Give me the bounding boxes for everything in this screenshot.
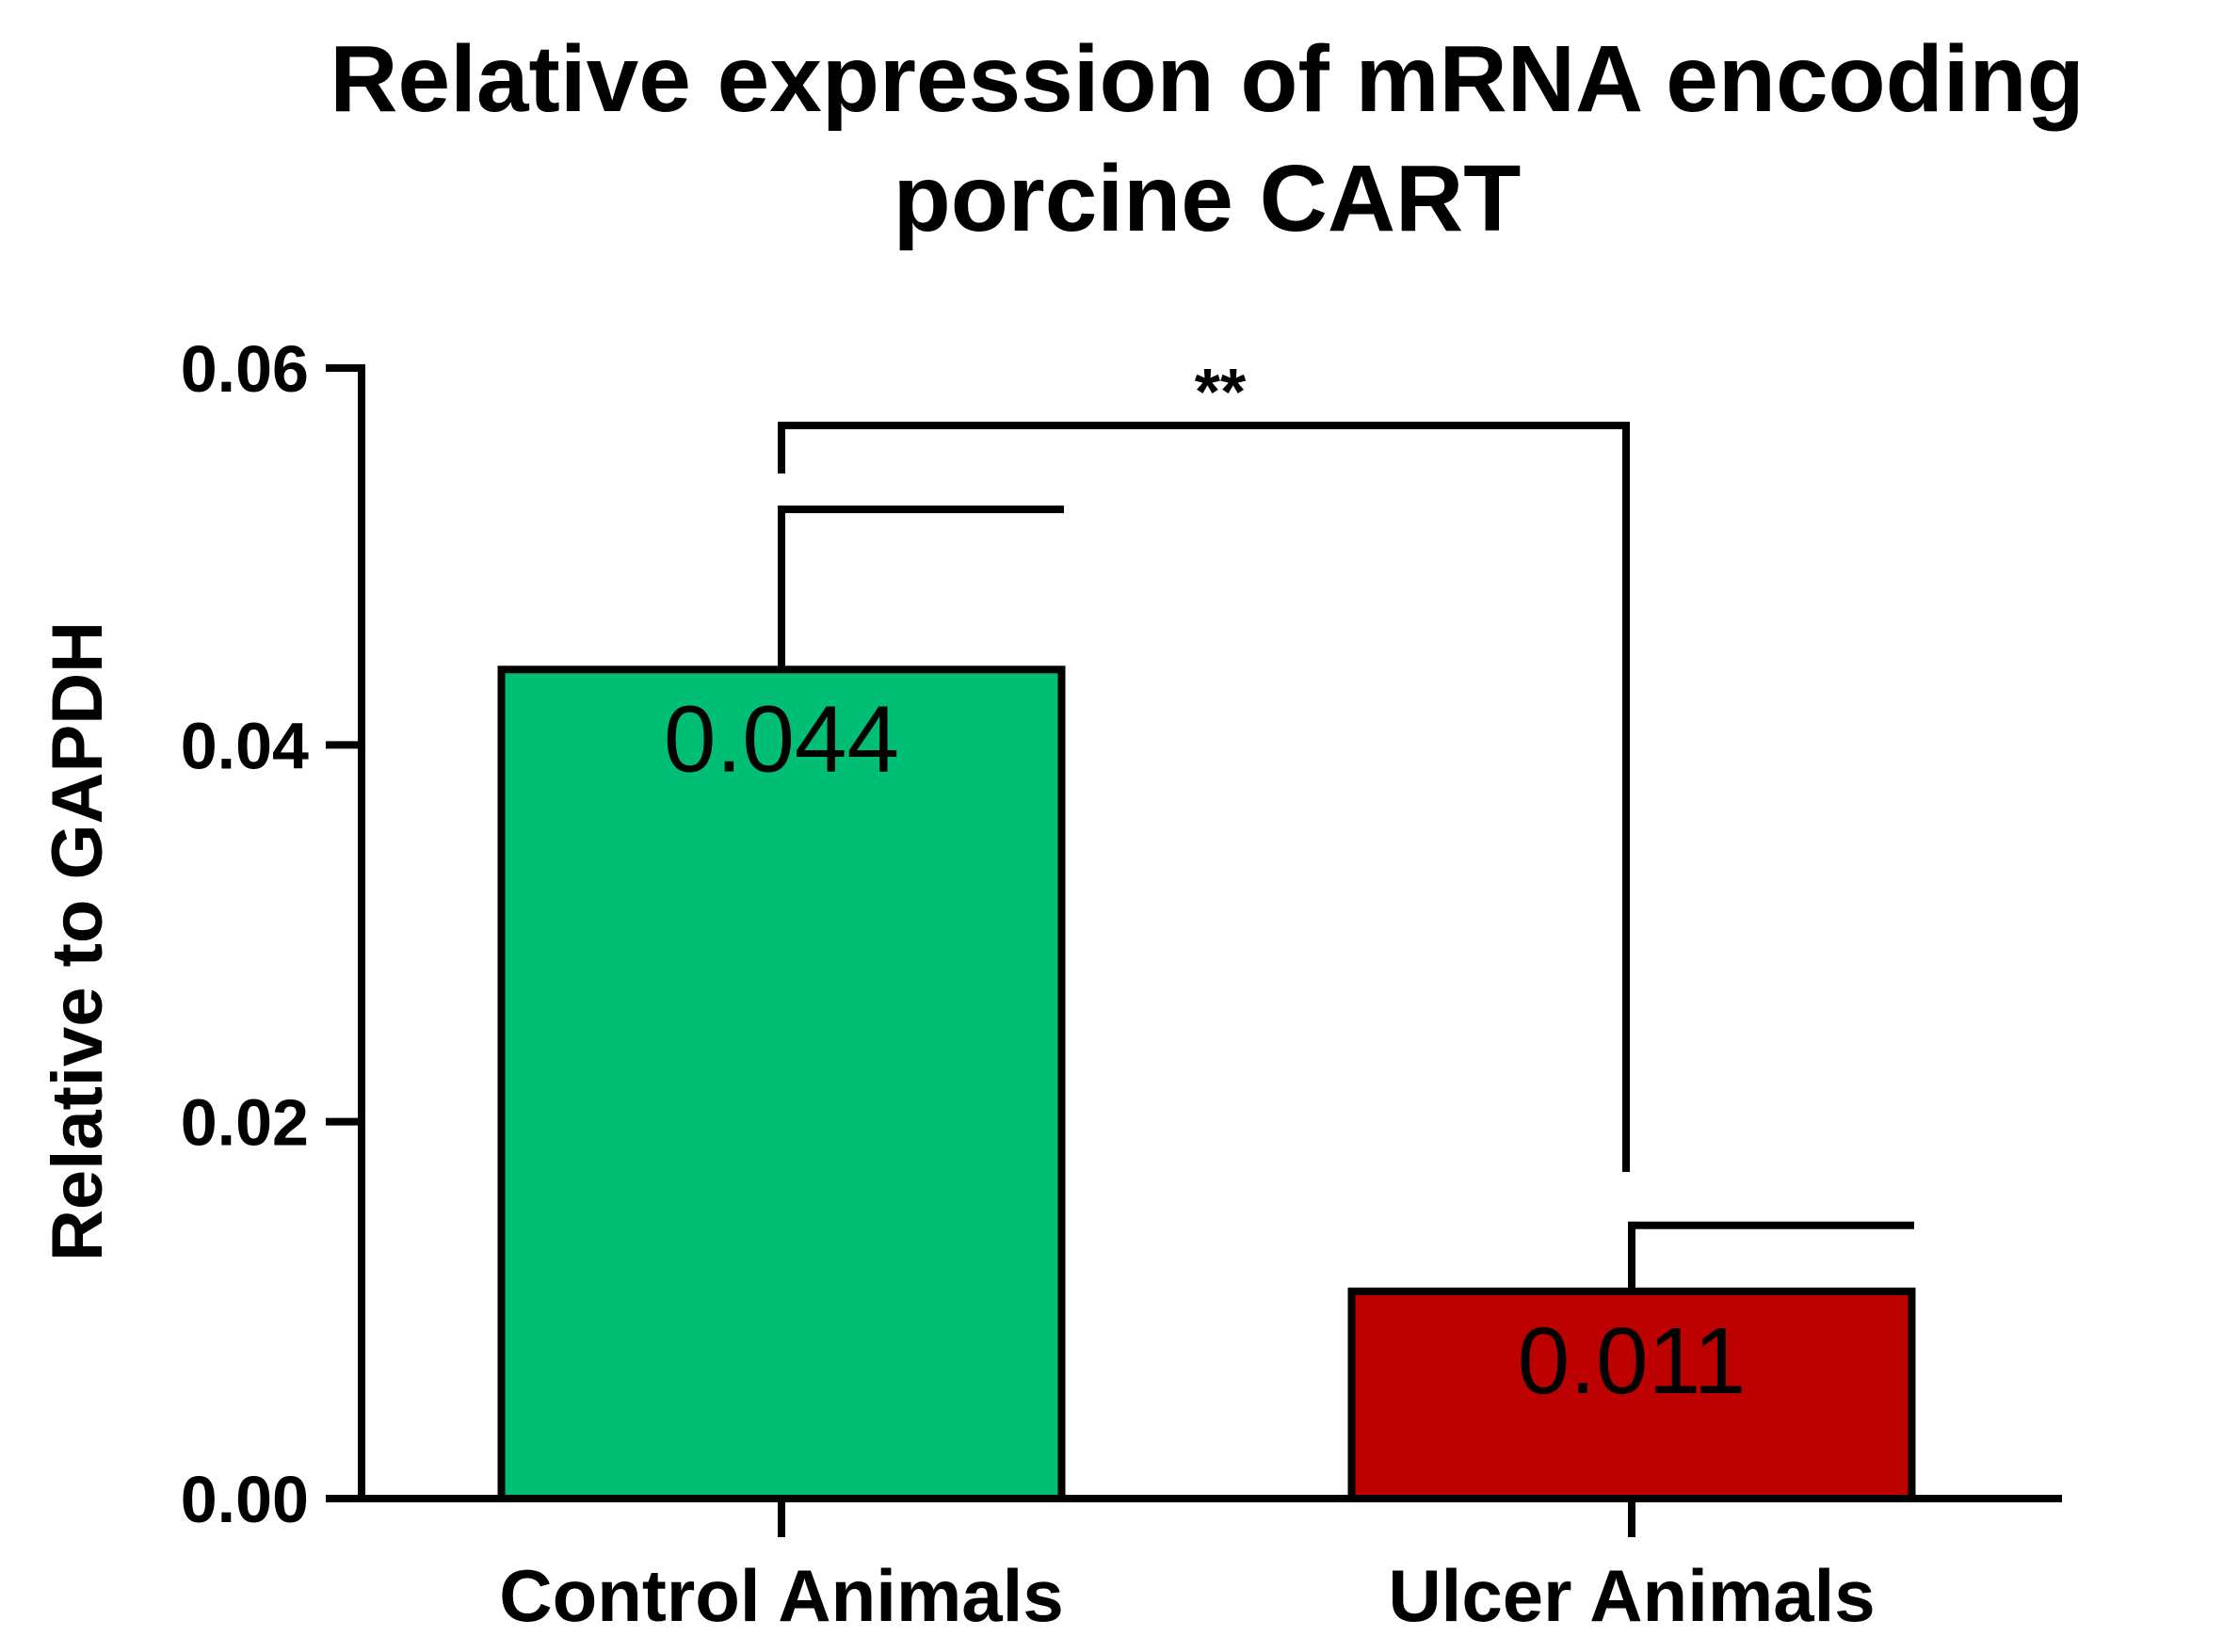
data-labels-layer: 0.044 Control Animals 0.011 Ulcer Animals <box>499 686 1875 1637</box>
chart-title-line-2: porcine CART <box>894 146 1522 251</box>
data-label: 0.044 <box>664 686 899 792</box>
significance-label: ** <box>1195 355 1247 428</box>
chart-title-line-1: Relative expression of mRNA encoding <box>330 26 2084 132</box>
significance-layer: ** <box>778 355 1630 1172</box>
y-tick-label: 0.04 <box>181 709 309 782</box>
y-tick-label: 0.02 <box>181 1086 309 1160</box>
bar <box>497 666 1066 1502</box>
data-label: 0.011 <box>1518 1308 1747 1414</box>
chart-title: Relative expression of mRNA encoding por… <box>330 26 2084 251</box>
significance-bracket <box>778 422 1630 1172</box>
y-axis-title: Relative to GAPDH <box>38 621 118 1261</box>
y-tick-label: 0.06 <box>181 332 309 406</box>
category-label: Ulcer Animals <box>1388 1554 1875 1637</box>
y-tick-label: 0.00 <box>181 1463 309 1536</box>
category-label: Control Animals <box>499 1554 1063 1637</box>
axes-layer: 0.00 0.02 0.04 0.06 <box>181 332 2062 1537</box>
